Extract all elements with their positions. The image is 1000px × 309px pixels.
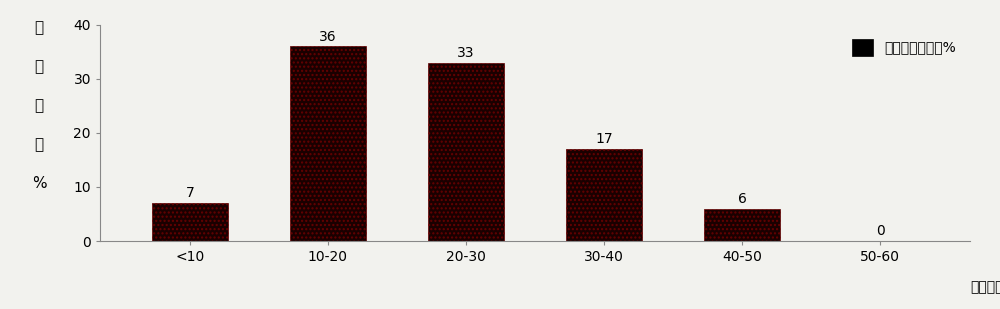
Text: 含油饱和度区间: 含油饱和度区间 [970,280,1000,294]
Text: 分: 分 [35,20,44,36]
Legend: 抜提含油饱和度%: 抜提含油饱和度% [845,32,963,62]
Text: 布: 布 [35,59,44,74]
Text: 率: 率 [35,137,44,152]
Text: 频: 频 [35,98,44,113]
Bar [566,149,642,241]
Text: 7: 7 [185,186,194,201]
Text: %: % [32,176,46,191]
Text: 33: 33 [457,46,475,60]
Bar [428,62,504,241]
Text: 17: 17 [595,132,613,146]
Text: 0: 0 [876,224,885,238]
Bar [704,209,780,241]
Text: 6: 6 [738,192,747,206]
Bar [290,46,366,241]
Bar [152,203,228,241]
Text: 36: 36 [319,30,337,44]
